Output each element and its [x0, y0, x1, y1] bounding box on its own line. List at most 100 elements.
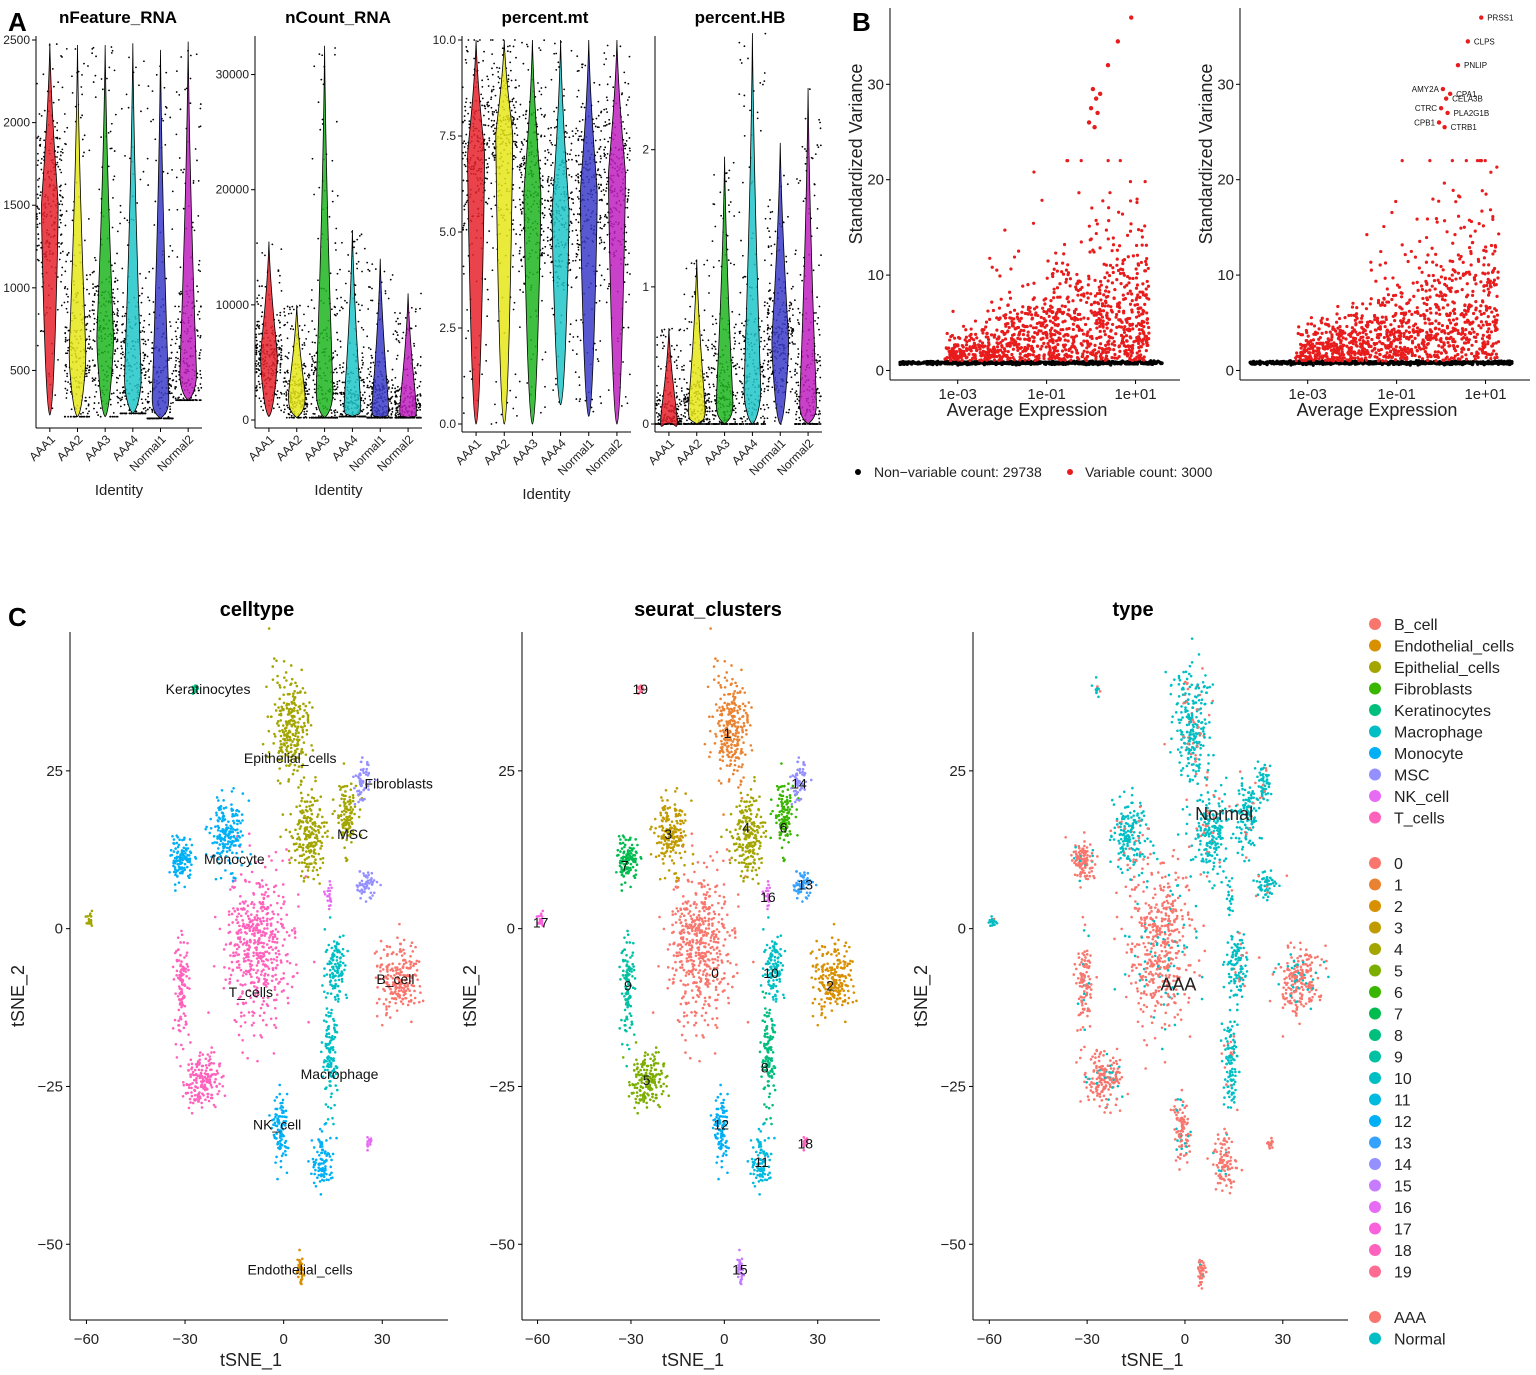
violin-point [578, 384, 581, 387]
violin-point [172, 395, 175, 398]
violin-point [338, 379, 341, 382]
violin-point [512, 228, 515, 231]
violin-point [288, 416, 291, 419]
violin-point [61, 266, 64, 269]
violin-point [495, 380, 498, 383]
violin-point [63, 113, 66, 115]
violin-point [571, 130, 574, 132]
violin-point [541, 175, 544, 178]
violin-point [51, 407, 54, 410]
violin-point [286, 337, 289, 340]
violin-point [64, 142, 66, 145]
violin-point [339, 268, 341, 271]
violin-point [112, 288, 115, 291]
violin-point [463, 140, 466, 143]
violin-point [397, 416, 400, 419]
violin-point [97, 384, 100, 387]
violin-point [140, 314, 142, 317]
violin-point [180, 290, 182, 293]
violin-point [464, 142, 467, 145]
y-tick-label: 2000 [3, 116, 30, 130]
violin-point [507, 45, 509, 48]
violin-point [171, 338, 173, 341]
violin-point [142, 351, 145, 354]
violin-point [343, 381, 345, 384]
y-tick-label: 1500 [3, 198, 30, 212]
violin-point [395, 358, 398, 360]
violin-point [112, 411, 115, 414]
violin-point [43, 109, 46, 112]
violin-point [509, 50, 512, 53]
violin-shape [608, 39, 626, 425]
violin-point [612, 86, 615, 89]
violin-point [288, 306, 291, 309]
violin-point [121, 315, 124, 318]
violin-point [42, 330, 45, 333]
violin-point [122, 291, 124, 294]
violin-point [389, 400, 391, 403]
violin-point [493, 156, 496, 159]
violin-point [606, 202, 609, 205]
violin-point [285, 391, 288, 394]
violin-point [575, 255, 578, 258]
violin-point [521, 207, 524, 210]
violin-plot-nfeature: nFeature_RNA 5001000150020002500AAA1AAA2… [3, 8, 203, 499]
violin-point [661, 330, 664, 333]
violin-point [199, 383, 202, 385]
violin-point [195, 300, 198, 302]
violin-point [151, 411, 154, 413]
violin-point [170, 392, 173, 395]
violin-point [578, 163, 580, 166]
violin-point [110, 392, 113, 395]
violin-point [280, 345, 283, 347]
violin-point [491, 67, 493, 70]
violin-point [310, 289, 313, 291]
violin-point [551, 307, 554, 310]
violin-point [576, 239, 579, 242]
violin-point [396, 385, 399, 388]
violin-point [64, 224, 67, 227]
violin-point [595, 117, 598, 120]
violin-point [174, 330, 177, 333]
violin-point [94, 377, 97, 380]
violin-point [628, 147, 631, 150]
violin-point [315, 352, 318, 355]
violin-point [280, 248, 283, 251]
violin-point [59, 200, 62, 203]
violin-point [660, 334, 662, 337]
violin-point [481, 85, 484, 88]
violin-point [285, 393, 288, 395]
violin-point [120, 341, 123, 344]
violin-point [143, 60, 145, 63]
violin-point [624, 147, 627, 150]
violin-point [55, 163, 58, 166]
violin-point [255, 333, 257, 336]
violin-point [598, 187, 600, 190]
violin-point [370, 416, 373, 419]
violin-point [376, 416, 379, 419]
violin-point [467, 329, 470, 332]
violin-point [598, 83, 601, 86]
violin-point [299, 304, 301, 307]
violin-point [308, 388, 311, 391]
violin-point [279, 391, 282, 394]
violin-point [596, 126, 599, 129]
violin-point [257, 320, 260, 323]
violin-point [180, 393, 183, 396]
violin-point [677, 405, 680, 408]
violin-point [354, 415, 356, 418]
violin-point [81, 73, 83, 76]
violin-point [86, 364, 89, 367]
violin-point [520, 212, 523, 215]
violin-point [279, 321, 281, 324]
violin-point [67, 415, 70, 418]
violin-point [277, 340, 280, 343]
violin-point [555, 68, 558, 71]
violin-point [123, 403, 126, 406]
violin-point [659, 394, 662, 397]
violin-point [88, 309, 91, 312]
violin-point [303, 313, 305, 316]
violin-point [93, 309, 95, 312]
violin-point [303, 324, 306, 327]
violin-point [496, 66, 498, 69]
